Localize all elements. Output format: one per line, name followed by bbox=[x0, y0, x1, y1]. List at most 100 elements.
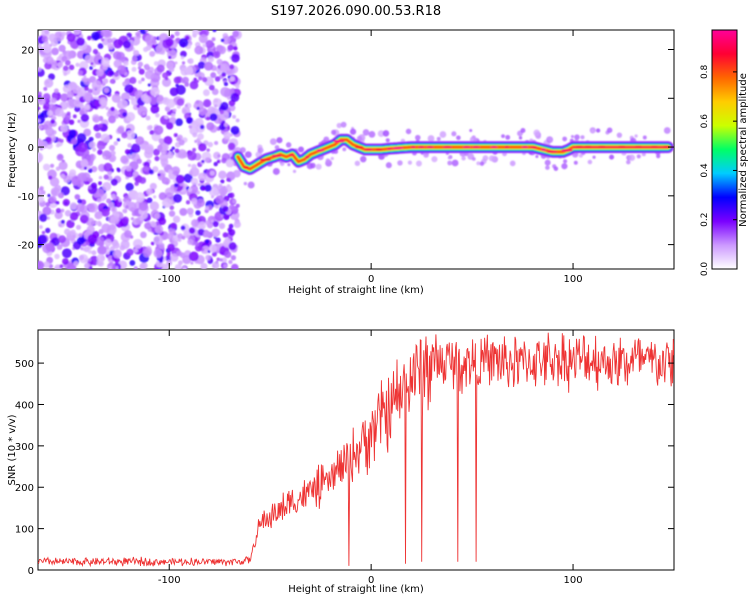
noise-speckle bbox=[113, 39, 123, 49]
noise-speckle bbox=[174, 61, 178, 65]
noise-speckle bbox=[215, 195, 225, 205]
noise-speckle bbox=[189, 167, 200, 177]
noise-speckle bbox=[188, 227, 196, 234]
noise-speckle bbox=[189, 185, 199, 194]
ridge-halo-speckle bbox=[306, 162, 314, 170]
noise-speckle bbox=[144, 222, 152, 230]
colorbar: 0.0 0.2 0.4 0.6 0.8 Normalized spectral ampl… bbox=[700, 29, 749, 276]
noise-speckle bbox=[204, 184, 212, 192]
noise-speckle bbox=[186, 117, 193, 124]
noise-speckle bbox=[144, 63, 150, 69]
noise-speckle bbox=[146, 197, 153, 204]
noise-speckle bbox=[94, 211, 103, 220]
ridge-peak bbox=[521, 145, 529, 149]
noise-speckle bbox=[232, 199, 237, 204]
noise-speckle bbox=[125, 205, 129, 209]
noise-speckle bbox=[45, 137, 52, 143]
noise-speckle bbox=[59, 138, 64, 143]
noise-speckle bbox=[138, 201, 149, 212]
noise-speckle bbox=[114, 257, 121, 264]
ridge-halo-speckle bbox=[276, 137, 283, 144]
noise-speckle bbox=[171, 230, 177, 236]
noise-speckle bbox=[109, 223, 116, 231]
ridge-halo-speckle bbox=[362, 129, 370, 136]
noise-speckle bbox=[198, 143, 207, 152]
noise-speckle bbox=[199, 124, 205, 130]
noise-speckle bbox=[136, 158, 142, 164]
noise-speckle bbox=[116, 168, 121, 173]
noise-speckle bbox=[170, 113, 176, 118]
noise-speckle bbox=[125, 182, 134, 192]
noise-speckle bbox=[38, 152, 44, 163]
noise-speckle bbox=[110, 245, 115, 251]
noise-speckle bbox=[98, 175, 103, 180]
noise-speckle bbox=[97, 149, 103, 155]
noise-speckle bbox=[91, 31, 100, 41]
noise-speckle bbox=[133, 266, 138, 269]
colorbar-tick-label: 0.8 bbox=[700, 64, 710, 79]
noise-speckle bbox=[149, 182, 157, 190]
noise-speckle bbox=[96, 140, 106, 150]
noise-speckle bbox=[103, 162, 113, 172]
snr-x-tick-label: 100 bbox=[564, 575, 583, 586]
ridge-halo-speckle bbox=[656, 154, 661, 159]
noise-speckle bbox=[55, 143, 61, 148]
noise-speckle bbox=[84, 54, 94, 64]
noise-speckle bbox=[173, 76, 181, 84]
noise-speckle bbox=[43, 163, 51, 171]
ridge-halo-speckle bbox=[297, 146, 305, 153]
noise-speckle bbox=[167, 169, 173, 175]
ridge-halo-speckle bbox=[330, 156, 334, 161]
noise-speckle bbox=[100, 38, 105, 42]
noise-speckle bbox=[43, 261, 50, 269]
noise-speckle bbox=[72, 85, 81, 94]
ridge-halo-speckle bbox=[642, 135, 647, 140]
noise-speckle bbox=[46, 216, 50, 220]
noise-speckle bbox=[83, 77, 88, 83]
noise-speckle bbox=[117, 126, 124, 134]
noise-speckle bbox=[107, 170, 113, 176]
noise-speckle bbox=[227, 96, 231, 100]
noise-speckle bbox=[121, 132, 128, 139]
ridge-halo-speckle bbox=[626, 159, 631, 165]
noise-speckle bbox=[164, 76, 169, 81]
ridge-halo-speckle bbox=[628, 154, 636, 161]
noise-speckle bbox=[220, 38, 225, 43]
ridge-halo-speckle bbox=[244, 151, 252, 159]
noise-speckle bbox=[45, 201, 51, 207]
ridge-halo-speckle bbox=[342, 147, 347, 152]
noise-speckle bbox=[208, 244, 218, 253]
ridge-halo-speckle bbox=[563, 159, 568, 164]
noise-speckle bbox=[61, 56, 68, 62]
noise-speckle bbox=[133, 248, 139, 253]
noise-speckle bbox=[112, 51, 122, 60]
noise-speckle bbox=[95, 132, 102, 139]
noise-speckle bbox=[38, 124, 43, 130]
noise-speckle bbox=[151, 222, 157, 228]
spectrogram-x-tick-label: 0 bbox=[368, 274, 374, 285]
noise-speckle bbox=[116, 138, 121, 142]
colorbar-label: Normalized spectral amplitude bbox=[738, 73, 749, 227]
noise-speckle bbox=[175, 83, 179, 88]
ridge-halo-speckle bbox=[509, 160, 516, 167]
noise-speckle bbox=[98, 123, 103, 128]
noise-speckle bbox=[150, 104, 160, 114]
ridge-peak bbox=[560, 148, 573, 152]
noise-speckle bbox=[62, 84, 71, 93]
noise-speckle bbox=[49, 195, 57, 204]
ridge-halo-speckle bbox=[561, 163, 568, 170]
noise-speckle bbox=[135, 136, 145, 146]
noise-speckle bbox=[202, 77, 208, 83]
noise-speckle bbox=[58, 235, 67, 244]
noise-speckle bbox=[172, 215, 181, 223]
ridge-halo-speckle bbox=[354, 160, 361, 167]
ridge-halo-speckle bbox=[482, 155, 489, 162]
noise-speckle bbox=[202, 43, 207, 48]
noise-speckle bbox=[207, 55, 215, 63]
noise-speckle bbox=[183, 173, 193, 183]
noise-speckle bbox=[78, 233, 83, 238]
noise-speckle bbox=[139, 263, 146, 269]
noise-speckle bbox=[154, 81, 158, 86]
noise-speckle bbox=[206, 116, 210, 120]
